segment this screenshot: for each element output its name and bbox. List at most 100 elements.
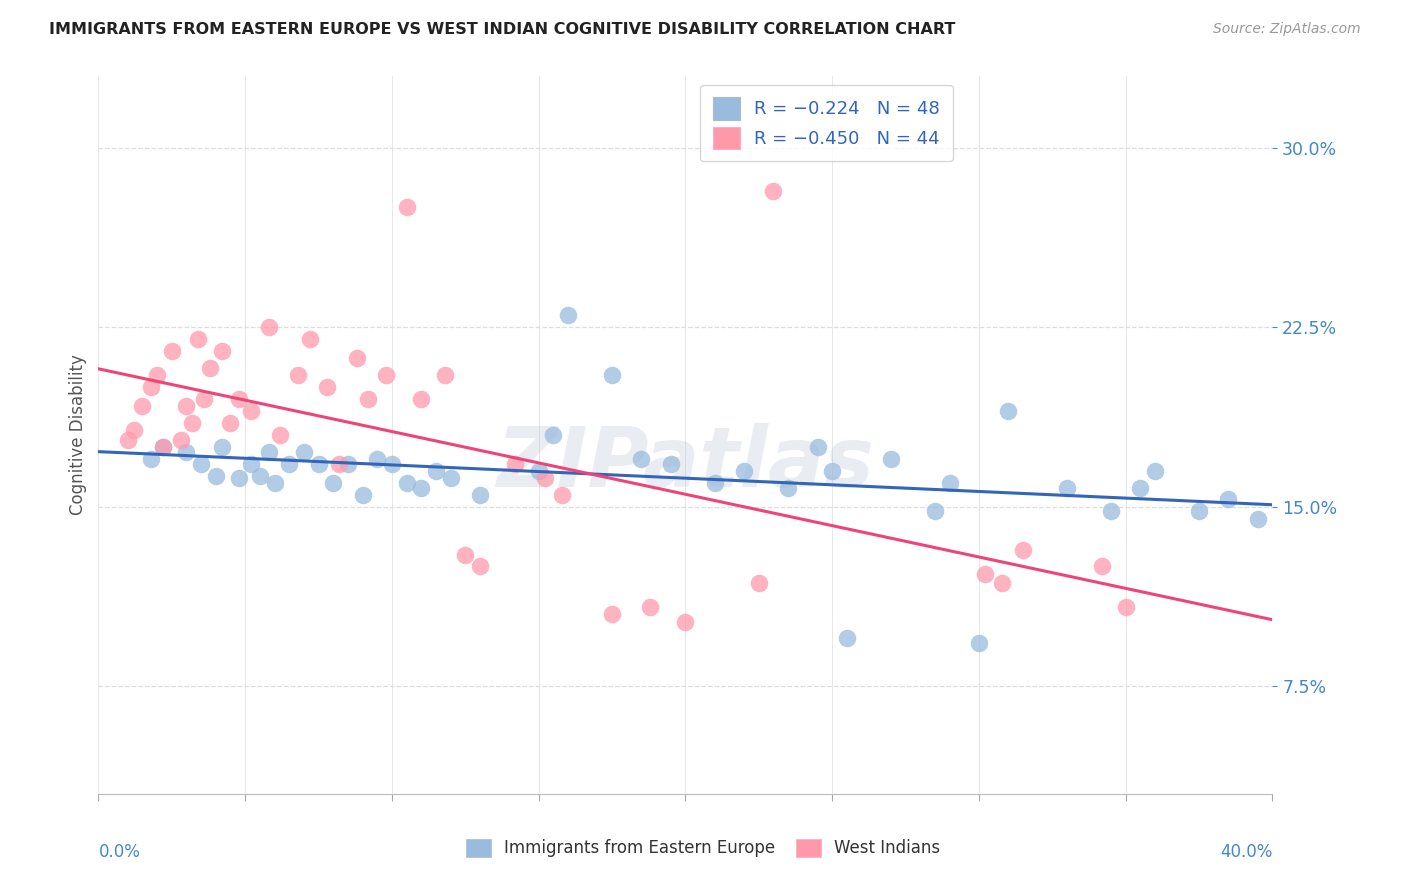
Point [924, 504, 946, 518]
Point [778, 481, 800, 495]
Point [1218, 492, 1240, 507]
Point [762, 184, 785, 198]
Point [316, 380, 339, 394]
Point [187, 332, 209, 346]
Point [269, 428, 291, 442]
Point [240, 404, 263, 418]
Point [152, 440, 174, 454]
Text: ZIPatlas: ZIPatlas [496, 423, 875, 504]
Point [551, 488, 574, 502]
Point [835, 632, 858, 646]
Y-axis label: Cognitive Disability: Cognitive Disability [69, 354, 87, 516]
Point [211, 344, 233, 359]
Point [193, 392, 215, 406]
Point [533, 471, 555, 485]
Point [352, 488, 374, 502]
Point [198, 360, 221, 375]
Point [249, 468, 271, 483]
Point [1188, 504, 1211, 518]
Point [122, 423, 145, 437]
Point [375, 368, 398, 382]
Point [675, 615, 697, 629]
Point [257, 320, 280, 334]
Point [600, 607, 623, 622]
Point [733, 464, 755, 478]
Point [1144, 464, 1167, 478]
Point [703, 475, 725, 490]
Point [240, 457, 263, 471]
Point [1115, 600, 1137, 615]
Point [527, 464, 550, 478]
Point [308, 457, 330, 471]
Text: 40.0%: 40.0% [1220, 843, 1272, 861]
Point [454, 548, 477, 562]
Point [228, 471, 250, 485]
Point [263, 475, 285, 490]
Point [190, 457, 212, 471]
Point [336, 457, 359, 471]
Point [211, 440, 233, 454]
Point [1099, 504, 1122, 518]
Point [806, 440, 828, 454]
Point [287, 368, 309, 382]
Point [257, 444, 280, 458]
Point [425, 464, 447, 478]
Point [468, 559, 491, 574]
Point [997, 404, 1019, 418]
Point [228, 392, 250, 406]
Point [219, 416, 242, 430]
Point [395, 475, 418, 490]
Point [748, 576, 770, 591]
Point [169, 433, 191, 447]
Point [141, 380, 163, 394]
Point [638, 600, 661, 615]
Point [938, 475, 960, 490]
Point [543, 428, 565, 442]
Point [439, 471, 461, 485]
Point [600, 368, 623, 382]
Text: IMMIGRANTS FROM EASTERN EUROPE VS WEST INDIAN COGNITIVE DISABILITY CORRELATION C: IMMIGRANTS FROM EASTERN EUROPE VS WEST I… [49, 22, 956, 37]
Point [292, 444, 315, 458]
Point [1091, 559, 1114, 574]
Point [557, 308, 579, 322]
Point [278, 457, 301, 471]
Point [411, 392, 433, 406]
Point [298, 332, 321, 346]
Point [1056, 481, 1078, 495]
Point [1012, 542, 1035, 557]
Point [1247, 511, 1270, 525]
Point [395, 201, 418, 215]
Point [821, 464, 844, 478]
Point [141, 451, 163, 466]
Text: Source: ZipAtlas.com: Source: ZipAtlas.com [1213, 22, 1361, 37]
Point [160, 344, 183, 359]
Point [468, 488, 491, 502]
Point [152, 440, 174, 454]
Legend: Immigrants from Eastern Europe, West Indians: Immigrants from Eastern Europe, West Ind… [460, 832, 946, 864]
Point [967, 636, 990, 650]
Point [381, 457, 404, 471]
Point [1129, 481, 1152, 495]
Point [131, 399, 153, 413]
Point [322, 475, 344, 490]
Point [630, 451, 652, 466]
Point [328, 457, 350, 471]
Point [181, 416, 204, 430]
Legend: R = −0.224   N = 48, R = −0.450   N = 44: R = −0.224 N = 48, R = −0.450 N = 44 [700, 85, 953, 161]
Point [411, 481, 433, 495]
Point [346, 351, 368, 366]
Point [176, 399, 198, 413]
Point [659, 457, 682, 471]
Point [205, 468, 228, 483]
Point [117, 433, 139, 447]
Point [433, 368, 456, 382]
Point [357, 392, 380, 406]
Point [503, 457, 526, 471]
Point [366, 451, 388, 466]
Point [176, 444, 198, 458]
Point [973, 566, 995, 581]
Point [880, 451, 903, 466]
Point [146, 368, 169, 382]
Text: 0.0%: 0.0% [98, 843, 141, 861]
Point [991, 576, 1014, 591]
